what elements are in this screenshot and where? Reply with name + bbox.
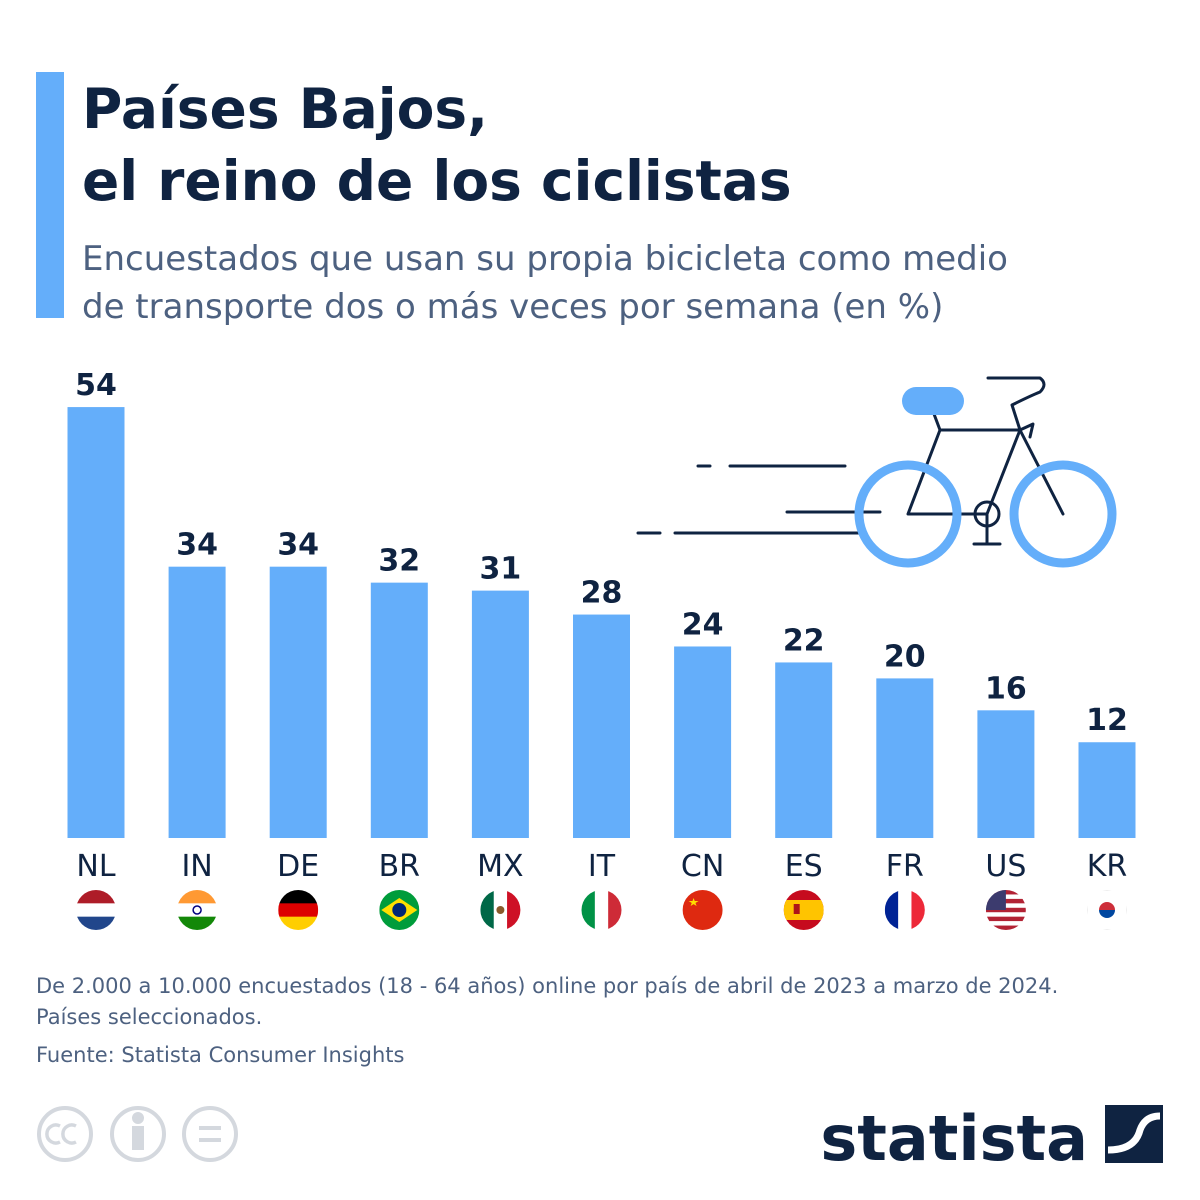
value-label: 20 — [884, 639, 926, 674]
value-label: 34 — [277, 528, 319, 563]
value-label: 32 — [378, 544, 420, 579]
bar — [269, 566, 327, 838]
value-label: 31 — [480, 552, 522, 587]
bar — [876, 678, 934, 838]
flag-part — [985, 916, 1026, 922]
flag-part — [608, 890, 622, 930]
category-label: IT — [588, 849, 616, 884]
category-label: MX — [477, 849, 523, 884]
flag-part — [985, 925, 1026, 930]
source: Fuente: Statista Consumer Insights — [36, 1043, 404, 1067]
flag-part — [783, 900, 824, 920]
flag-part — [278, 890, 319, 904]
flag-part — [278, 916, 319, 930]
flag-icon — [783, 890, 824, 930]
flag-icon — [480, 890, 521, 930]
bar — [775, 662, 833, 838]
license-icons — [37, 1106, 238, 1162]
subtitle-line: de transporte dos o más veces por semana… — [82, 287, 943, 327]
title-line: Países Bajos, — [82, 77, 488, 141]
category-label: BR — [379, 849, 420, 884]
flag-part — [177, 903, 218, 918]
value-label: 24 — [682, 607, 724, 642]
flag-part — [177, 916, 218, 930]
flag-part — [985, 921, 1026, 926]
flag-part — [793, 904, 800, 914]
flag-icon — [581, 890, 622, 930]
flag-part — [985, 907, 1026, 913]
flag-icon — [682, 890, 723, 930]
flag-part — [392, 903, 407, 917]
value-label: 54 — [75, 368, 117, 403]
flag-part — [1099, 910, 1115, 918]
flag-part — [76, 916, 116, 930]
flag-icon — [278, 890, 319, 930]
flag-part — [884, 890, 899, 930]
flag-icon — [1087, 890, 1127, 930]
flag-part — [985, 912, 1026, 917]
flag-part — [76, 890, 116, 904]
flag-part — [177, 890, 218, 904]
category-label: US — [985, 849, 1026, 884]
flag-part — [480, 890, 495, 930]
flag-part — [507, 890, 521, 930]
category-label: CN — [681, 849, 724, 884]
category-label: DE — [277, 849, 319, 884]
flag-part — [278, 903, 319, 918]
flag-part — [76, 903, 116, 918]
flag-icon — [985, 890, 1026, 930]
flag-icon — [76, 890, 116, 930]
brand-logo: statista — [820, 1102, 1088, 1175]
flag-part — [581, 890, 596, 930]
bar — [573, 614, 630, 838]
flag-part — [911, 890, 925, 930]
bar — [168, 566, 226, 838]
value-label: 28 — [581, 576, 623, 611]
flag-part — [192, 905, 202, 915]
category-label: NL — [76, 849, 115, 884]
bar — [674, 646, 732, 838]
value-label: 16 — [985, 671, 1027, 706]
category-label: FR — [886, 849, 924, 884]
bar — [977, 710, 1035, 838]
bicycle-icon — [636, 376, 1117, 568]
note-line: Países seleccionados. — [36, 1005, 262, 1029]
bar — [67, 407, 125, 838]
bar — [1078, 742, 1136, 838]
category-label: KR — [1087, 849, 1128, 884]
flag-part — [898, 890, 912, 930]
bar — [370, 582, 428, 838]
flag-icon — [884, 890, 925, 930]
subtitle-line: Encuestados que usan su propia bicicleta… — [82, 239, 1008, 279]
category-label: IN — [181, 849, 212, 884]
flag-part — [594, 890, 609, 930]
flag-part — [1099, 902, 1115, 910]
title-line: el reino de los ciclistas — [82, 149, 792, 213]
brand-mark — [1105, 1105, 1163, 1163]
flag-icon — [177, 890, 218, 930]
flag-icon — [379, 890, 420, 930]
flag-part — [688, 898, 699, 906]
flag-part — [496, 906, 505, 914]
flag-part — [985, 890, 1006, 910]
accent-bar — [36, 72, 64, 318]
note-line: De 2.000 a 10.000 encuestados (18 - 64 a… — [36, 974, 1058, 998]
value-label: 34 — [176, 528, 218, 563]
value-label: 22 — [783, 623, 825, 658]
flag-part — [682, 890, 723, 930]
category-label: ES — [785, 849, 823, 884]
bar — [471, 590, 529, 838]
value-label: 12 — [1086, 703, 1128, 738]
